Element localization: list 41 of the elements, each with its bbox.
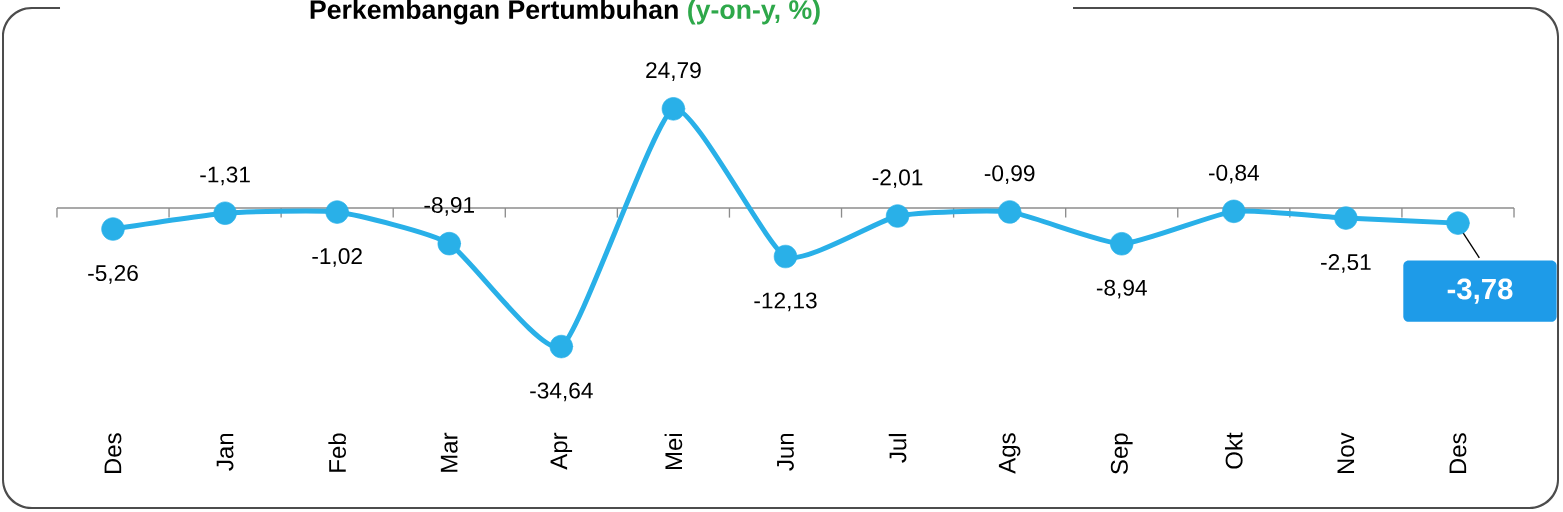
point (885, 204, 910, 228)
x-tick-label: Sep (1110, 433, 1133, 474)
data-label: -34,64 (530, 382, 593, 402)
point (773, 244, 798, 269)
x-tick-label: Nov (1337, 432, 1355, 474)
data-label: -2,51 (1321, 254, 1371, 273)
x-tick-label: Jan (216, 433, 234, 471)
x-tick-label: Jul (888, 434, 907, 463)
point (1446, 211, 1470, 235)
chart-subtitle: (y-on-y, %) (688, 0, 820, 25)
data-label: -1,31 (200, 166, 250, 186)
point (101, 217, 125, 241)
point (437, 231, 461, 256)
point (549, 334, 573, 359)
x-tick-label: Des (104, 433, 122, 474)
point (997, 200, 1022, 224)
x-tick-label: Okt (1224, 432, 1243, 469)
data-label: -8,91 (424, 196, 474, 216)
data-label: -8,94 (1096, 279, 1147, 299)
data-label: -3,78 (1447, 278, 1513, 304)
data-label: -1,02 (312, 248, 362, 267)
x-tick-label: Mar (440, 432, 458, 472)
data-label: -12,13 (754, 292, 817, 312)
data-label: -0,84 (1208, 164, 1259, 184)
point (325, 200, 349, 224)
point (213, 201, 237, 225)
data-label: -5,26 (88, 265, 138, 284)
point (1222, 199, 1246, 224)
x-tick-label: Mei (664, 434, 683, 470)
x-tick-label: Feb (328, 433, 346, 472)
data-label: -2,01 (872, 169, 923, 189)
x-tick-label: Des (1449, 433, 1467, 474)
x-tick-label: Apr (550, 432, 573, 470)
point (1110, 232, 1134, 256)
x-tick-label: Jun (777, 433, 794, 471)
x-tick-label: Ags (998, 433, 1021, 474)
point (661, 97, 686, 121)
data-label: 24,79 (646, 62, 701, 81)
chart-title: Perkembangan Pertumbuhan (310, 0, 678, 25)
data-label: -0,99 (984, 165, 1035, 184)
point (1334, 206, 1358, 230)
